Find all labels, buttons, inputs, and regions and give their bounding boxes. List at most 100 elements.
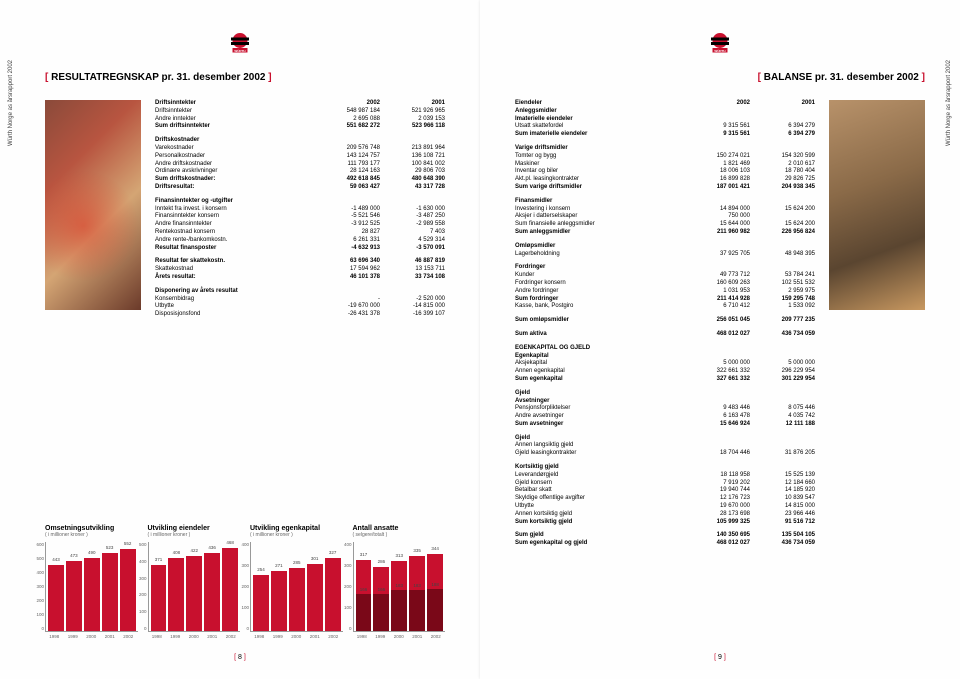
row-value: -4 632 913 xyxy=(315,245,380,253)
row-label: Andre driftskostnader xyxy=(155,161,315,169)
table-row: Utbytte-19 670 000-14 815 000 xyxy=(155,303,445,311)
row-label: Sum imaterielle eiendeler xyxy=(515,131,685,139)
row-label: Annen egenkapital xyxy=(515,368,685,376)
table-row: Annen langsiktig gjeld xyxy=(515,442,815,450)
row-value xyxy=(685,198,750,206)
table-row: Resultat finansposter-4 632 913-3 570 09… xyxy=(155,245,445,253)
row-value: 18 118 958 xyxy=(685,472,750,480)
wurth-logo: WÜRTH xyxy=(705,30,735,65)
row-label: Sum egenkapital xyxy=(515,376,685,384)
table-row: Rentekostnad konsern28 8277 403 xyxy=(155,229,445,237)
row-label: Omløpsmidler xyxy=(515,243,685,251)
row-value xyxy=(750,353,815,361)
chart-subtitle: ( i millioner kroner ) xyxy=(250,532,343,538)
table-row: Aksjekapital5 000 0005 000 000 xyxy=(515,360,815,368)
table-row: Utsatt skattefordel9 315 5616 394 279 xyxy=(515,123,815,131)
row-value: 43 317 728 xyxy=(380,184,445,192)
row-label: Aksjer i datterselskaper xyxy=(515,213,685,221)
table-row: Gjeld xyxy=(515,435,815,443)
row-label: Resultat finansposter xyxy=(155,245,315,253)
row-value xyxy=(685,464,750,472)
table-row: Anleggsmidler xyxy=(515,108,815,116)
row-label: Gjeld xyxy=(515,435,685,443)
row-value xyxy=(685,243,750,251)
row-value: 140 350 695 xyxy=(685,532,750,540)
row-value: 15 644 000 xyxy=(685,221,750,229)
table-row: Skyldige offentlige avgifter12 176 72310… xyxy=(515,495,815,503)
table-row: Sum fordringer211 414 928159 295 748 xyxy=(515,296,815,304)
row-value: 256 051 045 xyxy=(685,317,750,325)
chart-title: Omsetningsutvikling xyxy=(45,525,138,532)
row-value: 59 063 427 xyxy=(315,184,380,192)
row-label: Sum anleggsmidler xyxy=(515,229,685,237)
row-value xyxy=(750,213,815,221)
row-value: 150 274 021 xyxy=(685,153,750,161)
row-value: 213 891 964 xyxy=(380,145,445,153)
charts-row: Omsetningsutvikling( i millioner kroner … xyxy=(45,525,445,639)
table-row: Gjeld leasingkontrakter18 704 44631 876 … xyxy=(515,450,815,458)
table-row: Gjeld xyxy=(515,390,815,398)
row-value: 2001 xyxy=(750,100,815,108)
balance-sheet-table: Eiendeler20022001AnleggsmidlerImateriell… xyxy=(515,100,815,548)
row-label: Anleggsmidler xyxy=(515,108,685,116)
row-value: 226 956 824 xyxy=(750,229,815,237)
table-row: Kasse, bank, Postgiro6 710 4121 533 092 xyxy=(515,303,815,311)
row-label: Årets resultat: xyxy=(155,274,315,282)
row-label: EGENKAPITAL OG GJELD xyxy=(515,345,685,353)
row-value: 15 646 924 xyxy=(685,421,750,429)
row-label: Sum omløpsmidler xyxy=(515,317,685,325)
row-value: 9 315 561 xyxy=(685,131,750,139)
row-value: -26 431 378 xyxy=(315,311,380,319)
row-value: 2 695 088 xyxy=(315,116,380,124)
photo-warehouse-shelves xyxy=(829,100,925,310)
row-value: 2002 xyxy=(315,100,380,108)
row-label: Investering i konsern xyxy=(515,206,685,214)
row-label: Sum fordringer xyxy=(515,296,685,304)
row-label: Aksjekapital xyxy=(515,360,685,368)
table-row: Skattekostnad17 594 96213 153 711 xyxy=(155,266,445,274)
row-label: Maskiner xyxy=(515,161,685,169)
row-label: Finansmidler xyxy=(515,198,685,206)
chart-title: Utvikling egenkapital xyxy=(250,525,343,532)
row-value: 211 414 928 xyxy=(685,296,750,304)
row-label: Sum kortsiktig gjeld xyxy=(515,519,685,527)
table-row: Andre fordringer1 031 9532 959 975 xyxy=(515,288,815,296)
row-label: Lagerbeholdning xyxy=(515,251,685,259)
row-value: 29 826 725 xyxy=(750,176,815,184)
bar-chart: Utvikling egenkapital( i millioner krone… xyxy=(250,525,343,639)
table-row: Andre avsetninger6 163 4784 035 742 xyxy=(515,413,815,421)
row-value: 15 624 200 xyxy=(750,221,815,229)
table-row: Inventar og biler18 006 10318 780 404 xyxy=(515,168,815,176)
table-row: Driftsinntekter20022001 xyxy=(155,100,445,108)
chart-bar: 490 xyxy=(84,558,100,631)
row-label: Fordringer xyxy=(515,264,685,272)
row-label: Varige driftsmidler xyxy=(515,145,685,153)
row-value: - xyxy=(315,296,380,304)
table-row: Finansinntekter konsern-5 521 546-3 487 … xyxy=(155,213,445,221)
row-value: 6 261 331 xyxy=(315,237,380,245)
row-value xyxy=(685,435,750,443)
chart-bar: 473 xyxy=(66,561,82,631)
row-value: 91 516 712 xyxy=(750,519,815,527)
table-row: Annen kortsiktig gjeld28 173 69823 966 4… xyxy=(515,511,815,519)
row-value: 102 551 532 xyxy=(750,280,815,288)
row-value: 436 734 059 xyxy=(750,540,815,548)
table-row: Sum driftsinntekter551 682 272523 966 11… xyxy=(155,123,445,131)
row-value: 136 108 721 xyxy=(380,153,445,161)
row-label: Resultat før skattekostn. xyxy=(155,258,315,266)
row-value: 322 661 332 xyxy=(685,368,750,376)
table-row: Finansmidler xyxy=(515,198,815,206)
table-row: Årets resultat:46 101 37833 734 108 xyxy=(155,274,445,282)
row-value xyxy=(380,198,445,206)
table-row: Sum egenkapital327 661 332301 229 954 xyxy=(515,376,815,384)
table-row: Imaterielle eiendeler xyxy=(515,116,815,124)
chart-subtitle: ( i millioner kroner ) xyxy=(45,532,138,538)
table-row: Sum avsetninger15 646 92412 111 188 xyxy=(515,421,815,429)
row-label: Rentekostnad konsern xyxy=(155,229,315,237)
row-value: 551 682 272 xyxy=(315,123,380,131)
row-label: Finansinntekter konsern xyxy=(155,213,315,221)
row-label: Driftskostnader xyxy=(155,137,315,145)
row-value: 8 075 446 xyxy=(750,405,815,413)
row-value xyxy=(750,345,815,353)
row-label: Sum aktiva xyxy=(515,331,685,339)
